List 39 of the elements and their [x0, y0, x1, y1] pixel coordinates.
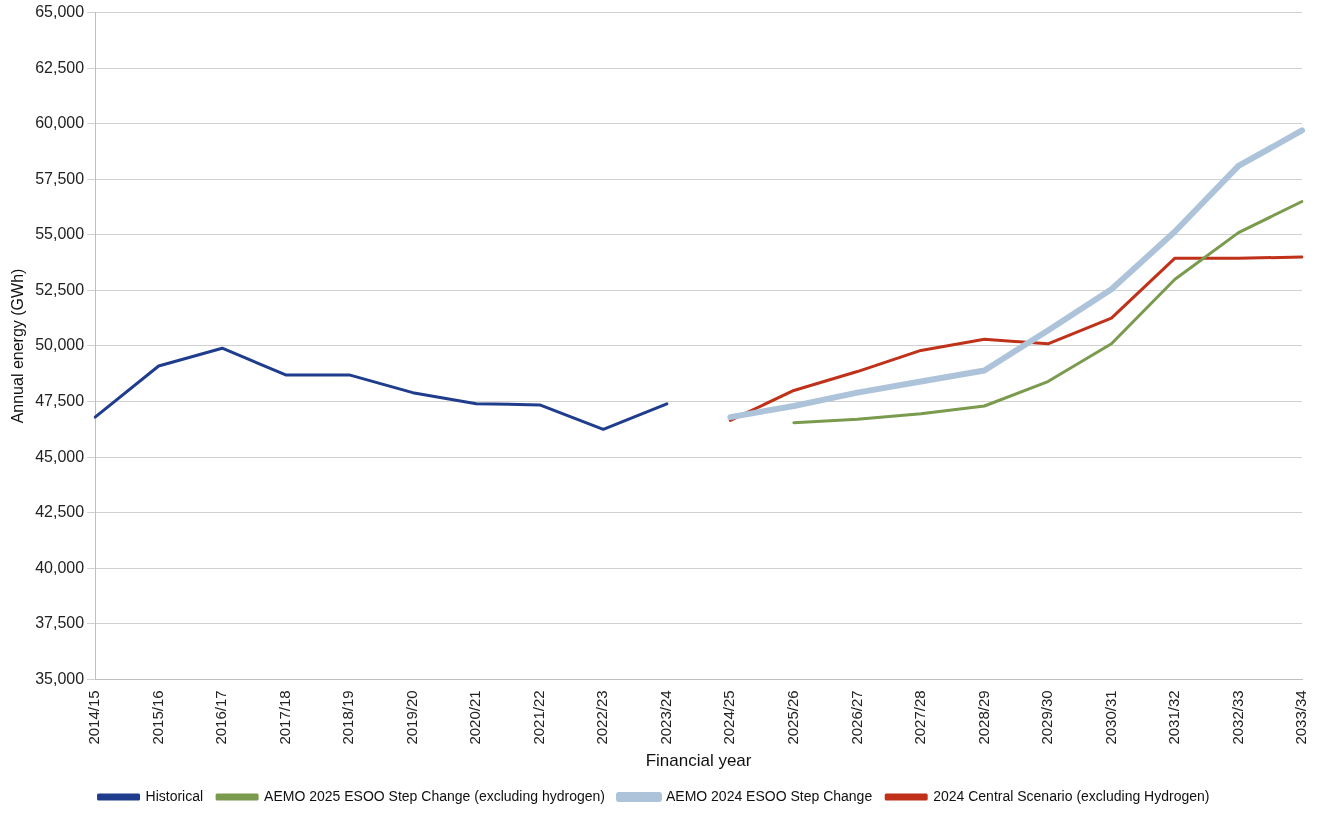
y-tick-label: 65,000: [35, 3, 85, 21]
y-axis-title: Annual energy (GWh): [9, 268, 27, 424]
x-tick-label: 2020/21: [466, 690, 484, 745]
y-tick-label: 42,500: [35, 503, 85, 521]
x-tick-label: 2017/18: [275, 690, 293, 745]
legend-label: Historical: [145, 787, 204, 804]
x-tick-label: 2027/28: [911, 690, 929, 745]
x-tick-label: 2025/26: [783, 690, 801, 745]
x-tick-label: 2022/23: [593, 690, 611, 745]
x-tick-label: 2018/19: [339, 690, 357, 745]
y-tick-label: 57,500: [35, 169, 85, 187]
y-tick-label: 35,000: [35, 669, 85, 687]
x-tick-label: 2030/31: [1101, 690, 1119, 745]
y-tick-label: 62,500: [35, 58, 85, 76]
y-tick-label: 47,500: [35, 391, 85, 409]
y-tick-label: 45,000: [35, 447, 85, 465]
x-tick-label: 2023/24: [656, 690, 674, 745]
x-tick-label: 2033/34: [1292, 690, 1310, 745]
x-tick-label: 2028/29: [974, 690, 992, 745]
legend-label: AEMO 2025 ESOO Step Change (excluding hydrogen): [264, 787, 605, 804]
x-tick-label: 2015/16: [148, 690, 166, 745]
y-tick-label: 50,000: [35, 336, 85, 354]
x-tick-label: 2029/30: [1038, 690, 1056, 745]
x-axis-title: Financial year: [645, 751, 752, 771]
y-tick-label: 55,000: [35, 225, 85, 243]
y-tick-label: 60,000: [35, 114, 85, 132]
x-tick-label: 2016/17: [212, 690, 230, 745]
x-tick-label: 2032/33: [1228, 690, 1246, 745]
y-tick-label: 40,000: [35, 558, 85, 576]
x-tick-label: 2019/20: [402, 690, 420, 745]
legend-label: AEMO 2024 ESOO Step Change: [665, 787, 873, 804]
x-tick-label: 2014/15: [85, 690, 103, 745]
x-tick-label: 2026/27: [847, 690, 865, 745]
x-tick-label: 2031/32: [1165, 690, 1183, 745]
x-tick-label: 2024/25: [720, 690, 738, 745]
y-tick-label: 37,500: [35, 614, 85, 632]
legend-label: 2024 Central Scenario (excluding Hydrogen): [933, 787, 1210, 804]
x-tick-label: 2021/22: [529, 690, 547, 745]
y-tick-label: 52,500: [35, 280, 85, 298]
